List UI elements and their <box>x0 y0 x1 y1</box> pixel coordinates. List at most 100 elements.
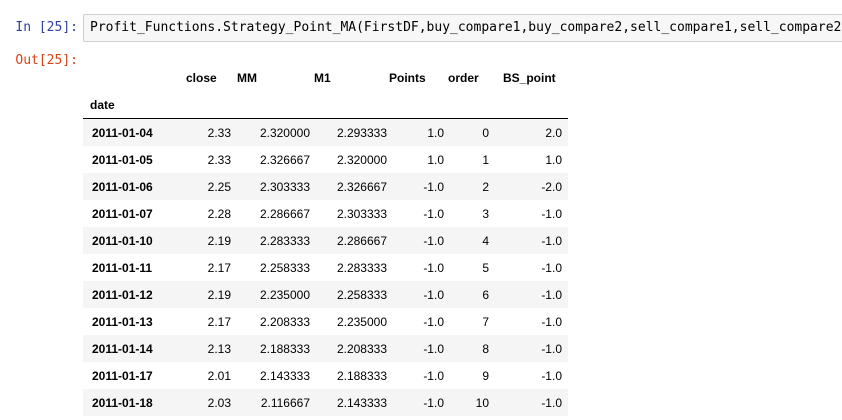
row-index-date: 2011-01-07 <box>92 206 153 221</box>
code-input-cell[interactable]: Profit_Functions.Strategy_Point_MA(First… <box>83 14 842 42</box>
row-index-date: 2011-01-12 <box>92 287 153 302</box>
cell-m1: 2.258333 <box>336 287 387 302</box>
column-header: M1 <box>314 70 331 85</box>
blank-header <box>310 91 387 119</box>
column-header: BS_point <box>503 70 556 85</box>
column-header: Points <box>389 70 426 85</box>
dataframe-table: close MM M1 Points order BS_point date <box>83 64 568 416</box>
cell-points: -1.0 <box>423 341 444 356</box>
cell-points: -1.0 <box>423 368 444 383</box>
cell-m1: 2.326667 <box>336 179 387 194</box>
cell-order: 8 <box>482 341 489 356</box>
cell-bs_point: -1.0 <box>541 206 562 221</box>
cell-order: 10 <box>475 395 489 410</box>
cell-close: 2.17 <box>207 314 231 329</box>
blank-header <box>444 91 499 119</box>
cell-close: 2.01 <box>207 368 231 383</box>
cell-mm: 2.258333 <box>259 260 310 275</box>
row-index-date: 2011-01-05 <box>92 152 153 167</box>
cell-m1: 2.303333 <box>336 206 387 221</box>
cell-bs_point: -1.0 <box>541 260 562 275</box>
cell-mm: 2.235000 <box>259 287 310 302</box>
cell-close: 2.17 <box>207 260 231 275</box>
cell-bs_point: -1.0 <box>541 314 562 329</box>
table-row: 2011-01-07 2.28 2.286667 2.303333 -1.0 3 -1.0 <box>83 200 568 227</box>
cell-mm: 2.303333 <box>259 179 310 194</box>
column-header: MM <box>237 70 257 85</box>
cell-order: 3 <box>482 206 489 221</box>
row-index-date: 2011-01-13 <box>92 314 153 329</box>
cell-m1: 2.283333 <box>336 260 387 275</box>
column-header: close <box>186 70 217 85</box>
cell-mm: 2.283333 <box>259 233 310 248</box>
table-row: 2011-01-12 2.19 2.235000 2.258333 -1.0 6 -1.0 <box>83 281 568 308</box>
blank-header <box>186 91 231 119</box>
cell-bs_point: -2.0 <box>541 179 562 194</box>
table-row: 2011-01-17 2.01 2.143333 2.188333 -1.0 9 -1.0 <box>83 362 568 389</box>
cell-m1: 2.208333 <box>336 341 387 356</box>
cell-close: 2.19 <box>207 287 231 302</box>
output-prompt: Out[25]: <box>15 53 78 68</box>
blank-header <box>387 91 444 119</box>
cell-bs_point: -1.0 <box>541 233 562 248</box>
index-name-header: date <box>90 97 115 112</box>
row-index-date: 2011-01-10 <box>92 233 153 248</box>
cell-m1: 2.235000 <box>336 314 387 329</box>
cell-order: 6 <box>482 287 489 302</box>
cell-bs_point: -1.0 <box>541 395 562 410</box>
table-row: 2011-01-05 2.33 2.326667 2.320000 1.0 1 1.0 <box>83 146 568 173</box>
cell-close: 2.19 <box>207 233 231 248</box>
column-header-row: close MM M1 Points order BS_point <box>83 64 568 91</box>
cell-bs_point: 2.0 <box>545 125 562 140</box>
cell-m1: 2.286667 <box>336 233 387 248</box>
index-header-blank <box>83 64 186 91</box>
cell-points: -1.0 <box>423 287 444 302</box>
row-index-date: 2011-01-11 <box>92 260 153 275</box>
table-row: 2011-01-06 2.25 2.303333 2.326667 -1.0 2 -2.0 <box>83 173 568 200</box>
cell-points: -1.0 <box>423 314 444 329</box>
cell-mm: 2.116667 <box>260 395 310 410</box>
table-row: 2011-01-13 2.17 2.208333 2.235000 -1.0 7 -1.0 <box>83 308 568 335</box>
cell-close: 2.13 <box>207 341 231 356</box>
cell-mm: 2.188333 <box>259 341 310 356</box>
cell-bs_point: -1.0 <box>541 287 562 302</box>
cell-close: 2.33 <box>207 152 231 167</box>
blank-header <box>499 91 568 119</box>
row-index-date: 2011-01-04 <box>92 125 153 140</box>
column-header: order <box>448 70 479 85</box>
cell-close: 2.25 <box>207 179 231 194</box>
cell-close: 2.33 <box>207 125 231 140</box>
table-row: 2011-01-11 2.17 2.258333 2.283333 -1.0 5 -1.0 <box>83 254 568 281</box>
cell-mm: 2.143333 <box>259 368 310 383</box>
cell-order: 4 <box>482 233 489 248</box>
input-prompt: In [25]: <box>15 20 78 35</box>
cell-order: 5 <box>482 260 489 275</box>
row-index-date: 2011-01-06 <box>92 179 153 194</box>
cell-points: -1.0 <box>423 233 444 248</box>
output-area: close MM M1 Points order BS_point date <box>83 64 568 416</box>
cell-bs_point: -1.0 <box>541 368 562 383</box>
cell-order: 2 <box>482 179 489 194</box>
cell-mm: 2.286667 <box>259 206 310 221</box>
cell-order: 1 <box>482 152 489 167</box>
blank-header <box>231 91 310 119</box>
cell-close: 2.03 <box>207 395 231 410</box>
cell-mm: 2.326667 <box>259 152 310 167</box>
cell-m1: 2.143333 <box>336 395 387 410</box>
row-index-date: 2011-01-18 <box>92 395 153 410</box>
cell-order: 0 <box>482 125 489 140</box>
cell-points: 1.0 <box>427 152 444 167</box>
cell-order: 7 <box>482 314 489 329</box>
table-row: 2011-01-14 2.13 2.188333 2.208333 -1.0 8 -1.0 <box>83 335 568 362</box>
cell-m1: 2.188333 <box>336 368 387 383</box>
index-name-row: date <box>83 91 568 119</box>
cell-bs_point: 1.0 <box>545 152 562 167</box>
cell-close: 2.28 <box>207 206 231 221</box>
table-row: 2011-01-04 2.33 2.320000 2.293333 1.0 0 2.0 <box>83 118 568 146</box>
cell-m1: 2.320000 <box>336 152 387 167</box>
cell-order: 9 <box>482 368 489 383</box>
table-row: 2011-01-10 2.19 2.283333 2.286667 -1.0 4 -1.0 <box>83 227 568 254</box>
cell-m1: 2.293333 <box>336 125 387 140</box>
cell-points: -1.0 <box>423 206 444 221</box>
